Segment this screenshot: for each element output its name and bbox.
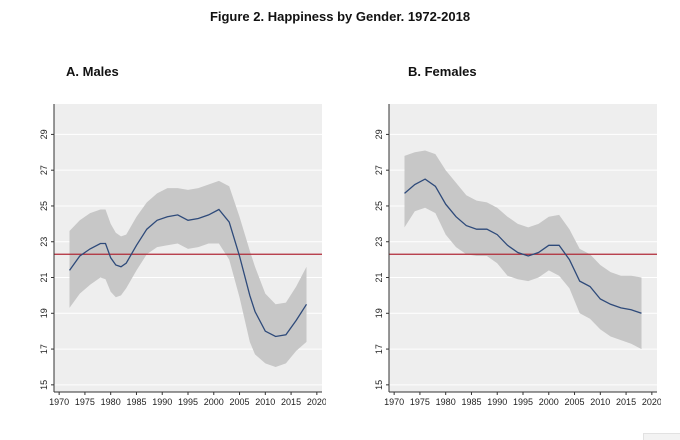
males-x-tick-label: 2010 — [255, 397, 275, 407]
males-y-tick-label: 17 — [39, 344, 49, 354]
males-estimate-line — [68, 208, 308, 338]
females-x-tick-label: 1990 — [487, 397, 507, 407]
females-x-tick-label: 1975 — [410, 397, 430, 407]
females-x-tick-label: 1970 — [384, 397, 404, 407]
males-x-tick-label: 1985 — [126, 397, 146, 407]
females-x-tick-label: 2015 — [616, 397, 636, 407]
females-y-tick-label: 15 — [374, 380, 384, 390]
panel-title-females: B. Females — [408, 64, 477, 79]
females-y-tick-label: 23 — [374, 237, 384, 247]
females-x-tick-label: 1980 — [436, 397, 456, 407]
figure-title: Figure 2. Happiness by Gender. 1972-2018 — [209, 9, 471, 24]
males-x-tick-label: 2000 — [204, 397, 224, 407]
females-x-tick-label: 1985 — [461, 397, 481, 407]
females-x-tick-label: 2010 — [590, 397, 610, 407]
males-y-tick-label: 19 — [39, 308, 49, 318]
females-y-tick-label: 17 — [374, 344, 384, 354]
females-chart: 15 17 19 21 23 25 27 29 1970 1975 1980 1985 1990 1995… — [374, 104, 661, 407]
males-x-tick-label: 2020 — [307, 397, 326, 407]
males-y-tick-label: 23 — [39, 237, 49, 247]
panel-title-males: A. Males — [66, 64, 119, 79]
males-y-tick-label: 29 — [39, 129, 49, 139]
females-y-tick-label: 21 — [374, 273, 384, 283]
females-y-tick-label: 29 — [374, 129, 384, 139]
males-x-tick-label: 1970 — [49, 397, 69, 407]
males-x-tick-label: 1995 — [178, 397, 198, 407]
males-x-tick-label: 2005 — [230, 397, 250, 407]
males-chart: 15 17 19 21 23 25 27 29 1970 1975 1980 1985 1990 1995… — [39, 104, 326, 407]
males-y-tick-label: 25 — [39, 201, 49, 211]
females-x-tick-label: 2000 — [539, 397, 559, 407]
females-x-tick-label: 2020 — [642, 397, 661, 407]
males-x-tick-label: 1980 — [101, 397, 121, 407]
females-confidence-band — [404, 150, 642, 350]
males-x-tick-label: 1990 — [152, 397, 172, 407]
males-y-tick-label: 21 — [39, 273, 49, 283]
females-x-tick-label: 1995 — [513, 397, 533, 407]
females-estimate-line — [404, 178, 642, 314]
females-y-tick-label: 25 — [374, 201, 384, 211]
females-y-tick-label: 19 — [374, 308, 384, 318]
males-x-tick-label: 2015 — [281, 397, 301, 407]
page-corner — [643, 433, 680, 440]
females-x-tick-label: 2005 — [565, 397, 585, 407]
males-y-tick-label: 27 — [39, 165, 49, 175]
females-y-tick-label: 27 — [374, 165, 384, 175]
males-x-tick-label: 1975 — [75, 397, 95, 407]
males-y-tick-label: 15 — [39, 380, 49, 390]
males-confidence-band — [69, 180, 307, 367]
